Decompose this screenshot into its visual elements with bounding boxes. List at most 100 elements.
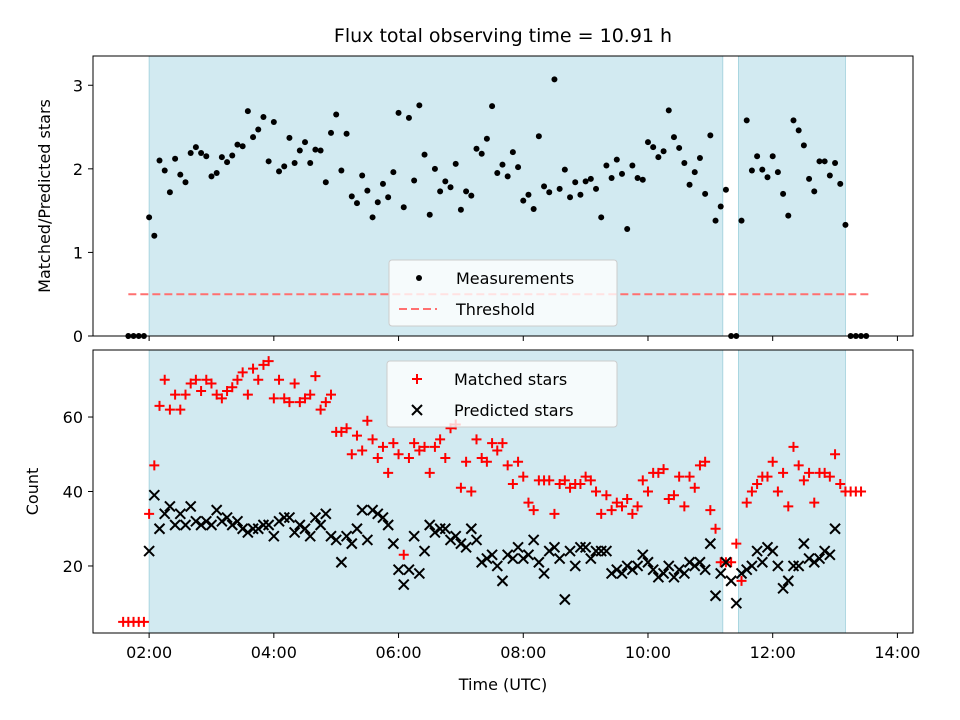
predicted-star-point — [314, 519, 327, 531]
matched-star-point — [300, 393, 311, 404]
predicted-star-point — [782, 575, 794, 587]
x-tick-label: 04:00 — [251, 643, 297, 662]
predicted-star-point — [704, 537, 717, 550]
matched-star-point — [263, 356, 274, 367]
measurement-point — [322, 179, 329, 186]
matched-star-point — [253, 374, 264, 385]
measurement-point — [151, 232, 158, 239]
measurement-point — [489, 103, 496, 110]
predicted-star-point — [741, 563, 753, 576]
predicted-star-point — [283, 511, 296, 524]
measurement-point — [800, 142, 807, 149]
matched-star-point — [492, 445, 503, 456]
x-tick-label: 08:00 — [500, 643, 546, 662]
ratio-panel: 0 1 2 3 Matched/Predicted stars Measurements T… — [35, 55, 914, 346]
plot-frame — [92, 55, 914, 337]
predicted-star-point — [455, 537, 467, 550]
predicted-star-point — [309, 511, 322, 524]
predicted-star-point — [605, 567, 618, 580]
predicted-star-point — [746, 560, 758, 572]
measurement-point — [598, 214, 605, 221]
measurement-point — [213, 170, 220, 177]
measurement-point — [759, 166, 766, 173]
predicted-star-point — [335, 556, 348, 568]
measurement-point — [790, 117, 797, 124]
matched-star-point — [700, 456, 711, 467]
measurement-point — [702, 190, 709, 197]
predicted-star-point — [751, 545, 763, 557]
predicted-star-point — [159, 508, 171, 520]
measurement-point — [743, 117, 750, 124]
measurement-point — [312, 146, 319, 153]
predicted-star-point — [678, 567, 691, 580]
x-tick-label: 10:00 — [625, 643, 671, 662]
x-tick-label: 06:00 — [375, 643, 421, 662]
measurement-point — [613, 156, 620, 163]
predicted-star-point — [304, 530, 316, 542]
predicted-star-point — [621, 560, 633, 572]
predicted-star-point — [611, 563, 623, 576]
measurement-point — [229, 152, 236, 159]
measurement-point — [416, 102, 423, 109]
measurement-point — [291, 159, 298, 166]
matched-star-point — [289, 378, 300, 389]
measurement-point — [421, 151, 428, 158]
measurement-point — [494, 170, 501, 177]
predicted-star-point — [169, 519, 181, 531]
matched-star-point — [138, 616, 149, 627]
predicted-star-point — [787, 560, 800, 572]
predicted-star-point — [475, 556, 488, 568]
measurement-point — [234, 141, 241, 148]
predicted-star-point — [148, 489, 161, 501]
matched-star-point — [809, 497, 820, 508]
predicted-star-point — [668, 571, 680, 583]
predicted-star-point — [398, 578, 410, 591]
measurement-point — [842, 221, 849, 228]
measurement-point — [660, 148, 667, 155]
measurement-point — [161, 167, 168, 174]
predicted-star-point — [278, 511, 290, 524]
predicted-star-point — [242, 526, 254, 539]
matched-star-point — [258, 359, 269, 370]
matched-star-point — [783, 501, 794, 512]
matched-star-point — [830, 449, 841, 460]
predicted-star-point — [595, 545, 607, 557]
matched-star-point — [819, 467, 830, 478]
matched-star-point — [601, 490, 612, 501]
measurement-point — [265, 158, 272, 165]
predicted-star-point — [631, 560, 644, 572]
predicted-star-point — [486, 549, 498, 561]
measurement-point — [172, 155, 179, 162]
measurement-point — [146, 214, 153, 221]
predicted-star-point — [268, 530, 280, 542]
x-tick-label: 12:00 — [750, 643, 796, 662]
predicted-star-point — [481, 552, 493, 565]
predicted-star-point — [174, 508, 187, 520]
matched-star-point — [523, 497, 534, 508]
measurement-point — [187, 149, 194, 156]
measurement-point — [177, 171, 184, 178]
y-tick-label: 40 — [63, 483, 83, 502]
predicted-star-point — [247, 523, 259, 535]
measurement-point — [556, 185, 563, 192]
matched-star-point — [424, 467, 435, 478]
predicted-star-point — [709, 590, 722, 602]
predicted-star-point — [231, 515, 244, 527]
measurement-point — [629, 162, 636, 169]
predicted-star-point — [533, 556, 545, 568]
matched-star-point — [596, 508, 607, 519]
predicted-star-point — [637, 549, 649, 561]
measurement-point — [276, 168, 283, 175]
matched-star-point — [606, 505, 617, 516]
predicted-star-point — [325, 530, 337, 542]
matched-star-point — [471, 434, 482, 445]
predicted-star-point — [226, 519, 238, 531]
measurement-point — [442, 178, 449, 185]
y-tick-label: 0 — [73, 327, 83, 346]
predicted-star-point — [330, 534, 342, 546]
predicted-star-point — [642, 556, 654, 568]
predicted-star-point — [382, 519, 394, 531]
predicted-star-point — [569, 560, 581, 572]
predicted-star-point — [657, 567, 670, 580]
matched-star-point — [487, 438, 498, 449]
